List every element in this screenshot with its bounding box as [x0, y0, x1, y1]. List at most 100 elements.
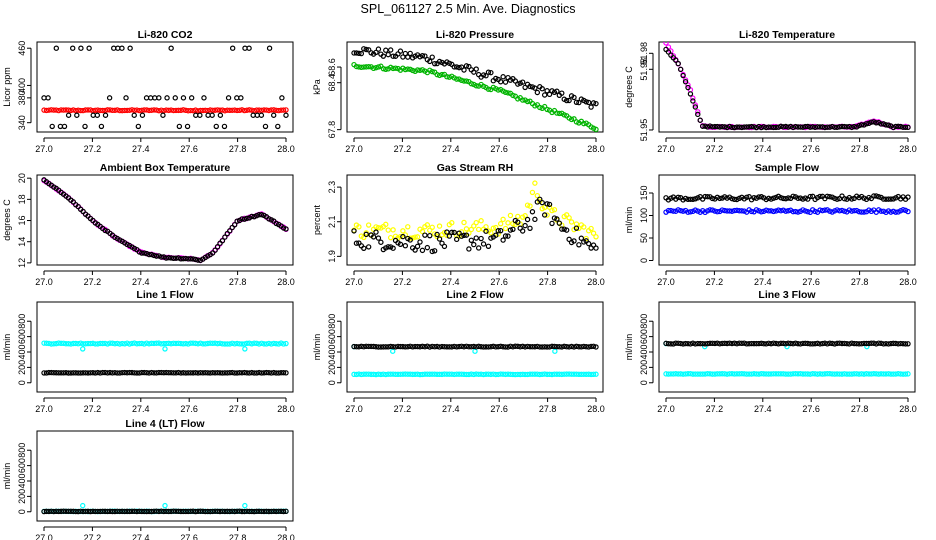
data-point: [225, 95, 232, 101]
data-point: [400, 371, 406, 377]
data-point: [792, 208, 799, 215]
data-point: [566, 97, 572, 104]
data-point: [812, 124, 818, 131]
data-point: [473, 219, 479, 226]
data-point: [544, 371, 550, 378]
data-point: [559, 371, 565, 378]
data-point-outlier: [80, 346, 86, 352]
data-point: [581, 120, 587, 127]
data-point: [875, 371, 882, 377]
data-point: [80, 508, 86, 515]
data-point: [163, 107, 169, 113]
data-point: [893, 371, 899, 377]
data-point: [170, 508, 177, 514]
series-line3-cyan: [663, 340, 911, 377]
data-point: [136, 370, 143, 376]
data-point: [53, 508, 59, 514]
data-point: [353, 371, 360, 378]
data-point: [41, 340, 47, 346]
data-point: [95, 508, 101, 515]
data-point: [673, 57, 679, 63]
data-point: [677, 340, 684, 347]
data-point: [785, 195, 791, 201]
data-point: [190, 508, 196, 514]
data-point: [807, 193, 813, 200]
data-point: [822, 371, 828, 377]
data-point: [824, 341, 831, 347]
data-point: [131, 370, 138, 376]
data-point: [841, 208, 848, 214]
data-point: [46, 369, 52, 376]
data-point: [148, 340, 155, 347]
data-point: [209, 340, 216, 346]
data-point: [695, 111, 701, 118]
data-point: [395, 371, 401, 378]
data-point: [180, 107, 187, 113]
data-point: [422, 371, 428, 377]
data-point: [819, 340, 826, 347]
data-point: [717, 341, 723, 347]
data-point: [441, 243, 448, 250]
data-point: [814, 371, 821, 377]
data-point: [905, 208, 911, 215]
data-point: [429, 371, 435, 377]
data-point: [153, 253, 160, 259]
data-point: [183, 107, 189, 114]
data-point: [273, 107, 279, 113]
plot-frame: [36, 301, 294, 393]
data-point: [692, 341, 699, 347]
data-point: [190, 340, 196, 346]
data-point: [900, 340, 906, 347]
data-point: [797, 371, 804, 377]
data-point: [588, 371, 594, 378]
data-point: [458, 77, 465, 83]
data-point: [180, 255, 187, 262]
data-point: [95, 369, 101, 376]
data-point: [429, 68, 435, 75]
data-point: [90, 370, 96, 376]
data-point: [405, 224, 411, 230]
data-point: [402, 371, 409, 377]
data-point: [844, 340, 850, 347]
data-point: [431, 344, 438, 350]
data-point: [249, 341, 255, 347]
x-tick-label: 27.4: [754, 404, 772, 414]
panel-title: Ambient Box Temperature: [100, 162, 231, 174]
data-point: [885, 122, 892, 128]
data-point: [395, 343, 401, 350]
data-point: [441, 344, 448, 350]
data-point: [98, 123, 105, 130]
data-point: [519, 79, 526, 85]
data-point: [724, 340, 730, 347]
points-group: [351, 46, 599, 132]
data-point: [731, 196, 738, 203]
data-point: [370, 343, 377, 350]
data-point: [207, 370, 213, 376]
data-point: [390, 53, 396, 59]
x-tick-label: 27.2: [84, 404, 102, 414]
data-point: [673, 340, 679, 346]
data-point: [192, 107, 199, 113]
data-point: [176, 123, 183, 130]
data-point: [219, 341, 226, 347]
data-point: [795, 195, 801, 201]
y-axis-label: ml/min: [624, 207, 634, 234]
series-pressure-green: [351, 61, 599, 132]
data-point: [275, 123, 281, 130]
data-point: [129, 369, 135, 376]
series-co2-levels: [41, 45, 289, 130]
data-point: [209, 107, 216, 113]
data-point: [197, 107, 204, 114]
data-point: [559, 226, 565, 232]
data-point: [863, 121, 870, 127]
data-point: [780, 371, 787, 377]
data-point: [153, 340, 160, 346]
data-point: [717, 195, 723, 202]
data-point: [222, 234, 228, 240]
data-point: [92, 508, 99, 515]
data-point: [183, 370, 189, 376]
data-point: [731, 207, 738, 214]
data-point: [763, 207, 769, 213]
data-point: [422, 53, 428, 59]
data-point: [846, 341, 853, 347]
